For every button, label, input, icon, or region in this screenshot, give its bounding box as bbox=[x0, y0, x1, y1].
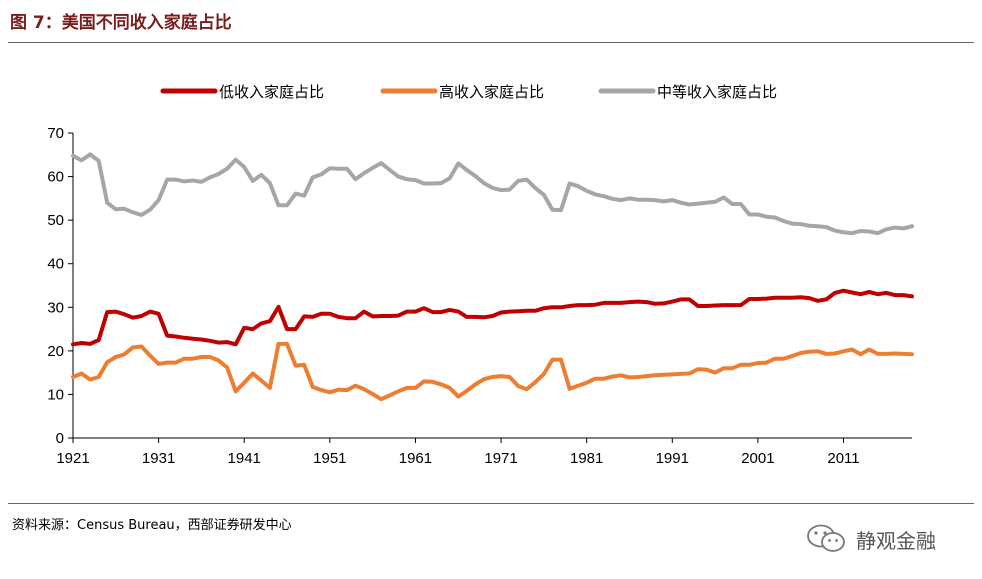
x-tick-label: 1941 bbox=[228, 450, 261, 467]
legend-label-2: 中等收入家庭占比 bbox=[657, 83, 777, 101]
y-tick-label: 40 bbox=[47, 256, 64, 273]
axes: 0 10 20 30 40 50 60 70 1921 1931 1941 1951 1961 1971 1… bbox=[47, 125, 912, 467]
wechat-icon bbox=[807, 524, 845, 552]
source-divider bbox=[8, 503, 974, 504]
watermark-text: 静观金融 bbox=[856, 528, 936, 553]
y-tick-label: 0 bbox=[56, 430, 64, 447]
legend-label-0: 低收入家庭占比 bbox=[219, 83, 324, 101]
title-divider bbox=[8, 42, 974, 43]
source-note: 资料来源：Census Bureau，西部证券研发中心 bbox=[12, 518, 292, 533]
x-tick-label: 2001 bbox=[741, 450, 774, 467]
y-tick-label: 20 bbox=[47, 343, 64, 360]
x-tick-label: 1961 bbox=[399, 450, 432, 467]
y-tick-label: 50 bbox=[47, 212, 64, 229]
x-tick-label: 1981 bbox=[570, 450, 603, 467]
line-chart: 低收入家庭占比 高收入家庭占比 中等收入家庭占比 0 10 20 30 40 50 60 70 19… bbox=[47, 83, 914, 467]
watermark: 静观金融 bbox=[806, 522, 936, 556]
legend-label-1: 高收入家庭占比 bbox=[439, 83, 544, 101]
legend: 低收入家庭占比 高收入家庭占比 中等收入家庭占比 bbox=[160, 83, 777, 101]
y-tick-label: 30 bbox=[47, 299, 64, 316]
y-tick-label: 60 bbox=[47, 169, 64, 186]
x-tick-label: 1931 bbox=[142, 450, 175, 467]
series-line-1 bbox=[71, 341, 914, 402]
x-tick-label: 2011 bbox=[827, 450, 859, 467]
y-tick-label: 10 bbox=[47, 386, 64, 403]
series-line-0 bbox=[71, 288, 914, 347]
y-tick-label: 70 bbox=[47, 125, 64, 142]
x-tick-label: 1991 bbox=[656, 450, 689, 467]
figure-title: 图 7：美国不同收入家庭占比 bbox=[10, 13, 232, 33]
x-tick-label: 1921 bbox=[56, 450, 89, 467]
series-line-2 bbox=[71, 152, 914, 236]
series-lines bbox=[71, 152, 914, 402]
x-tick-label: 1951 bbox=[313, 450, 346, 467]
x-tick-label: 1971 bbox=[484, 450, 517, 467]
